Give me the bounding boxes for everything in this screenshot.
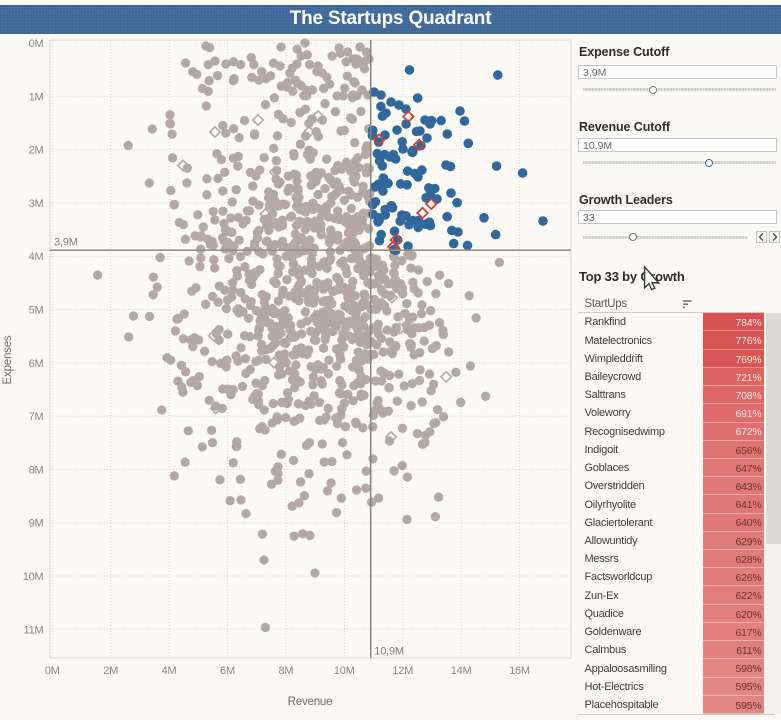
svg-text:12M: 12M <box>392 665 413 677</box>
svg-text:8M: 8M <box>278 665 293 677</box>
svg-text:Expenses: Expenses <box>2 335 14 384</box>
svg-text:9M: 9M <box>29 518 44 530</box>
svg-text:7M: 7M <box>29 411 44 423</box>
svg-text:6M: 6M <box>220 665 235 677</box>
svg-text:10M: 10M <box>23 571 44 583</box>
svg-text:8M: 8M <box>29 464 44 476</box>
svg-text:2M: 2M <box>103 665 118 677</box>
svg-text:14M: 14M <box>451 665 472 677</box>
svg-text:3,9M: 3,9M <box>54 237 78 249</box>
svg-text:6M: 6M <box>29 358 44 370</box>
svg-text:1M: 1M <box>29 91 44 103</box>
svg-text:2M: 2M <box>29 145 44 157</box>
svg-text:16M: 16M <box>509 665 530 677</box>
svg-text:Revenue: Revenue <box>288 696 333 708</box>
svg-text:5M: 5M <box>29 305 44 317</box>
svg-text:3M: 3M <box>29 198 44 210</box>
svg-text:10M: 10M <box>334 665 355 677</box>
svg-text:10,9M: 10,9M <box>374 646 404 658</box>
svg-text:0M: 0M <box>45 665 60 677</box>
svg-text:0M: 0M <box>29 38 44 50</box>
svg-text:4M: 4M <box>162 665 177 677</box>
svg-text:11M: 11M <box>24 624 44 636</box>
svg-text:4M: 4M <box>29 251 44 263</box>
